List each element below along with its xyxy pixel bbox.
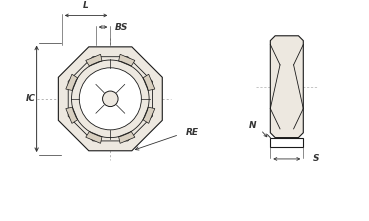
Circle shape <box>72 60 149 138</box>
Text: IC: IC <box>26 94 36 103</box>
Bar <box>270 138 303 147</box>
Text: S: S <box>313 154 320 164</box>
Circle shape <box>89 78 132 120</box>
Text: BS: BS <box>115 23 128 32</box>
Polygon shape <box>68 57 152 141</box>
Polygon shape <box>143 107 155 123</box>
Polygon shape <box>86 131 102 143</box>
Circle shape <box>79 68 141 130</box>
Polygon shape <box>75 63 146 135</box>
Circle shape <box>103 91 118 107</box>
Polygon shape <box>86 54 102 66</box>
Polygon shape <box>118 131 135 143</box>
Text: N: N <box>249 122 256 130</box>
Polygon shape <box>270 36 303 138</box>
Text: L: L <box>83 1 89 10</box>
Polygon shape <box>143 74 155 91</box>
Polygon shape <box>58 47 162 151</box>
Polygon shape <box>66 74 77 91</box>
Text: RE: RE <box>186 128 199 137</box>
Polygon shape <box>118 54 135 66</box>
Polygon shape <box>66 107 77 123</box>
